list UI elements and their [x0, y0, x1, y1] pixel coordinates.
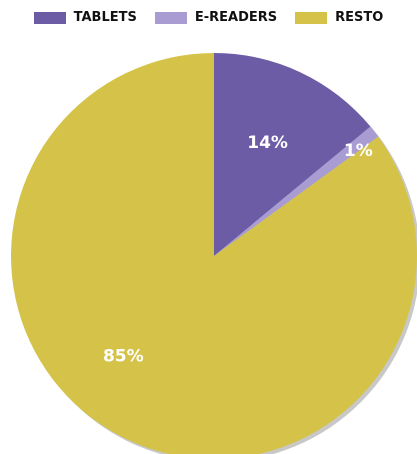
pie-slice-e-readers — [214, 126, 379, 256]
legend-item-tablets: TABLETS — [33, 10, 137, 25]
legend-label-resto: RESTO — [335, 10, 384, 25]
legend-label-e-readers: E-READERS — [194, 10, 278, 25]
pie-label-e-readers: 1% — [344, 141, 373, 161]
pie-label-resto: 85% — [103, 346, 144, 366]
pie-labels: 14% 1% 85% — [103, 133, 373, 366]
pie-slice-tablets — [214, 53, 371, 256]
pie-slices — [11, 53, 417, 454]
pie-label-tablets: 14% — [247, 133, 288, 153]
legend: TABLETS E-READERS RESTO — [0, 10, 417, 25]
legend-swatch-tablets — [33, 11, 66, 24]
legend-item-resto: RESTO — [295, 10, 383, 25]
legend-item-e-readers: E-READERS — [154, 10, 278, 25]
legend-swatch-e-readers — [154, 11, 187, 24]
legend-swatch-resto — [295, 11, 328, 24]
pie-slice-resto — [11, 53, 417, 454]
legend-label-tablets: TABLETS — [73, 10, 137, 25]
